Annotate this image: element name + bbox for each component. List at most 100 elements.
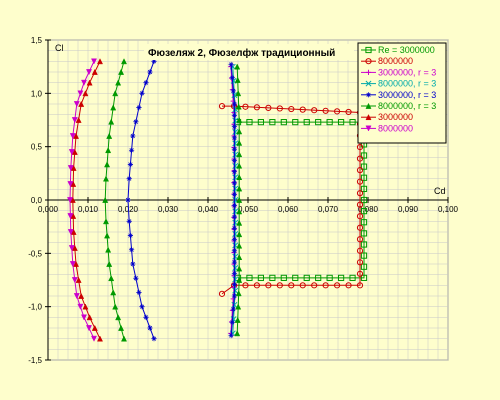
data-point	[360, 263, 368, 270]
y-tick-label: 0,5	[31, 143, 43, 152]
data-point	[130, 133, 136, 139]
legend-label: Re = 3000000	[378, 45, 435, 55]
data-point	[90, 335, 98, 342]
data-point	[78, 100, 85, 107]
data-point	[356, 247, 364, 254]
data-point	[360, 152, 368, 159]
data-point	[349, 119, 356, 126]
data-point	[236, 116, 243, 123]
data-point	[232, 265, 239, 271]
data-point	[246, 274, 253, 281]
data-point	[235, 103, 242, 110]
data-point	[231, 248, 237, 254]
data-point	[104, 232, 111, 239]
data-point	[231, 135, 237, 141]
data-point	[231, 101, 237, 107]
data-point	[365, 58, 372, 65]
data-point	[75, 116, 82, 123]
data-point	[106, 132, 113, 139]
data-point	[85, 69, 93, 76]
y-tick-label: -1,5	[28, 356, 42, 365]
x-tick-label: 0,030	[158, 205, 179, 214]
data-point	[82, 303, 89, 310]
data-point	[139, 90, 145, 96]
data-point	[231, 112, 237, 118]
data-point	[360, 230, 368, 237]
data-point	[236, 219, 243, 226]
data-point	[105, 246, 112, 253]
data-point	[231, 157, 237, 164]
data-point	[337, 119, 345, 126]
data-point	[72, 260, 80, 267]
data-point	[337, 274, 345, 281]
data-point	[130, 261, 136, 267]
data-point	[112, 90, 119, 97]
data-point	[139, 304, 145, 310]
data-point	[360, 163, 368, 170]
data-point	[322, 107, 329, 114]
data-point	[322, 282, 329, 289]
data-point	[345, 108, 352, 116]
data-point	[349, 274, 356, 281]
data-point	[246, 119, 253, 126]
data-point	[236, 242, 243, 249]
data-point	[360, 208, 368, 215]
data-point	[311, 107, 318, 114]
data-point	[234, 76, 241, 83]
data-point	[143, 80, 149, 86]
data-point	[75, 276, 82, 283]
data-point	[85, 325, 93, 332]
data-point	[231, 214, 237, 220]
data-point	[77, 303, 84, 310]
data-point	[91, 324, 98, 331]
legend-label: 8000000, r = 3	[378, 79, 436, 89]
data-point	[102, 196, 109, 203]
data-point	[80, 314, 88, 321]
data-point	[229, 75, 235, 81]
data-point	[242, 103, 249, 110]
data-point	[136, 289, 142, 296]
data-point	[236, 276, 243, 283]
x-tick-label: 0,070	[318, 205, 339, 214]
data-point	[303, 274, 310, 281]
data-point	[104, 161, 111, 168]
data-point	[280, 119, 287, 126]
data-point	[288, 282, 295, 289]
data-point	[356, 201, 364, 208]
data-point	[118, 324, 125, 331]
x-tick-label: 0,040	[198, 205, 219, 214]
data-point	[230, 306, 236, 312]
data-point	[126, 218, 132, 224]
data-point	[288, 105, 295, 113]
data-point	[236, 151, 243, 158]
y-axis-label: Cl	[55, 43, 64, 53]
data-point	[86, 79, 93, 86]
data-point	[365, 80, 372, 87]
series-6	[69, 58, 104, 342]
data-point	[110, 289, 117, 296]
data-point	[356, 143, 364, 151]
data-point	[236, 231, 243, 238]
data-point	[126, 176, 132, 182]
chart-title: Фюзеляж 2, Фюзелфж традиционный	[148, 47, 335, 59]
data-point	[127, 161, 133, 168]
data-point	[143, 314, 149, 320]
data-point	[136, 104, 142, 111]
data-point	[218, 103, 226, 110]
data-point	[365, 46, 372, 54]
series-5	[234, 63, 243, 337]
data-point	[292, 274, 299, 281]
series-9	[125, 58, 157, 342]
data-point	[236, 139, 243, 146]
data-point	[292, 119, 299, 126]
data-point	[108, 275, 115, 282]
data-point	[236, 162, 243, 169]
data-point	[129, 147, 135, 153]
data-point	[356, 282, 364, 289]
legend-box	[357, 42, 447, 144]
data-point	[265, 104, 272, 111]
x-axis-label: Cd	[434, 186, 446, 196]
data-point	[235, 290, 242, 297]
data-point	[67, 165, 74, 172]
